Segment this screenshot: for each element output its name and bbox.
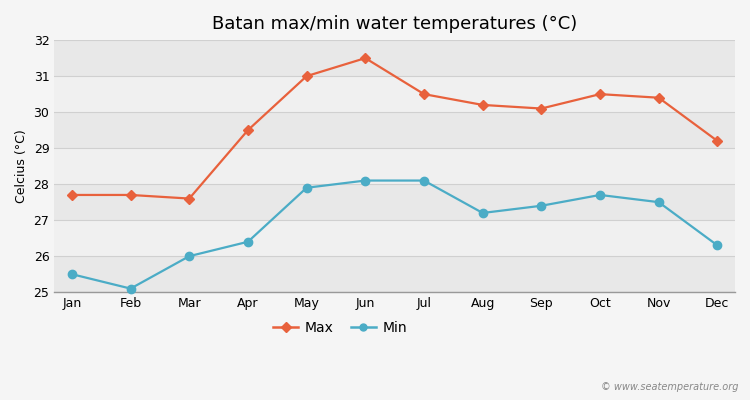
Min [126,286,135,291]
Min [302,185,311,190]
Y-axis label: Celcius (°C): Celcius (°C) [15,129,28,203]
Bar [54,220,735,256]
Min [654,200,663,204]
Min [419,178,428,183]
Bar [54,112,735,148]
Bar [54,148,735,184]
Max [654,95,663,100]
Min [713,243,722,248]
Min [361,178,370,183]
Min [184,254,194,258]
Max [419,92,428,96]
Bar [54,40,735,76]
Max [478,102,488,107]
Bar [54,76,735,112]
Max [713,138,722,143]
Min [68,272,76,276]
Max [596,92,604,96]
Legend: Max, Min: Max, Min [268,316,413,341]
Bar [54,256,735,292]
Text: © www.seatemperature.org: © www.seatemperature.org [602,382,739,392]
Max [126,192,135,197]
Max [68,192,76,197]
Max [537,106,546,111]
Bar [54,184,735,220]
Max [302,74,311,78]
Line: Min: Min [68,176,722,293]
Line: Max: Max [68,54,722,202]
Title: Batan max/min water temperatures (°C): Batan max/min water temperatures (°C) [212,15,578,33]
Max [361,56,370,60]
Min [596,192,604,197]
Max [244,128,253,132]
Max [184,196,194,201]
Min [478,210,488,215]
Min [537,203,546,208]
Min [244,239,253,244]
